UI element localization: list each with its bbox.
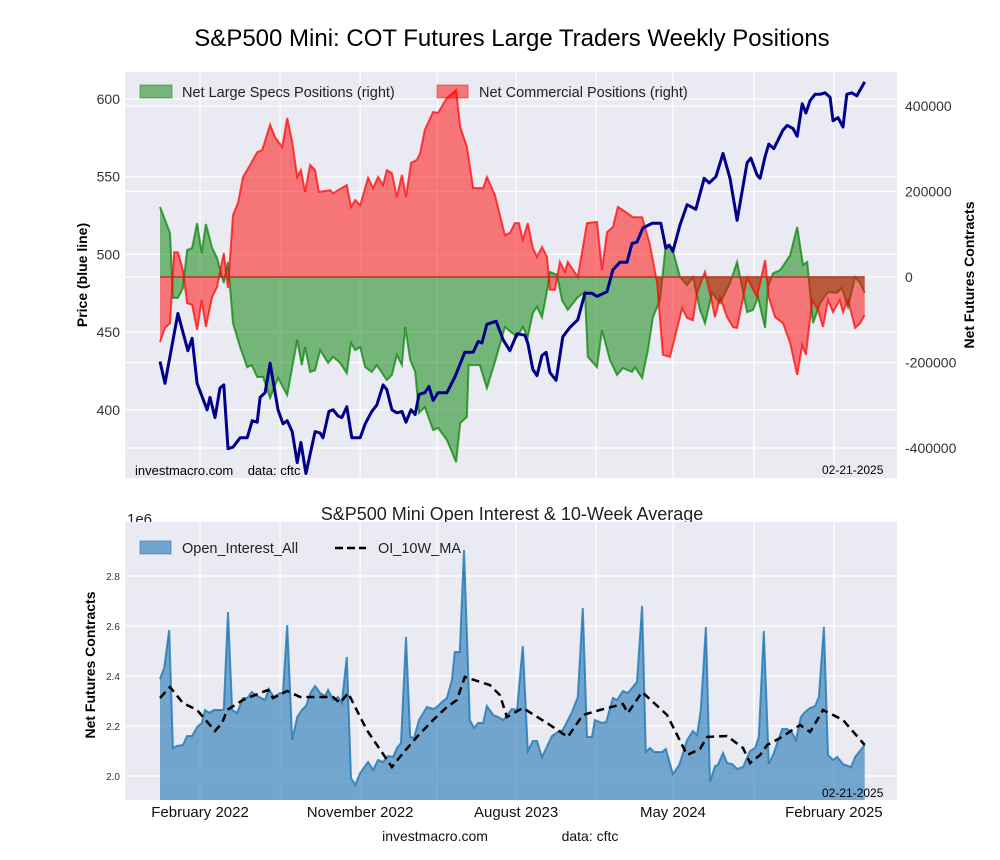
open-interest-area (160, 550, 865, 800)
bottom-date-annotation: 02-21-2025 (822, 786, 884, 800)
bottom-axis-label: Net Futures Contracts (82, 591, 98, 738)
x-tick-label: May 2024 (640, 804, 706, 821)
x-tick-label: February 2022 (151, 804, 249, 821)
main-title: S&P500 Mini: COT Futures Large Traders W… (194, 25, 829, 52)
top-ticks: 400 450 500 550 600 400000 200000 0 -200000 -4000… (97, 91, 957, 456)
bottom-marks (159, 549, 866, 800)
right-y-tick-label: -200000 (905, 355, 957, 371)
top-date-annotation: 02-21-2025 (822, 463, 884, 477)
left-y-tick-label: 500 (97, 246, 121, 262)
footer-source: data: cftc (562, 828, 619, 844)
left-y-tick-label: 600 (97, 91, 121, 107)
right-y-tick-label: -400000 (905, 440, 957, 456)
specs-area (160, 206, 865, 463)
right-y-tick-label: 400000 (905, 98, 952, 114)
x-tick-label: February 2025 (785, 804, 883, 821)
right-y-tick-label: 200000 (905, 184, 952, 200)
bottom-y-tick-label: 2.2 (106, 722, 120, 733)
bottom-ticks: 2.0 2.2 2.4 2.6 2.8 February 2022 November 202… (106, 572, 883, 821)
legend-label-commercial: Net Commercial Positions (right) (479, 85, 688, 101)
top-watermark: investmacro.com data: cftc (135, 463, 301, 478)
specs-line (159, 206, 866, 463)
legend-swatch-commercial (436, 84, 469, 99)
top-marks (158, 81, 867, 475)
price-line (158, 81, 867, 475)
top-right-axis-label: Net Futures Contracts (961, 201, 977, 348)
bottom-y-tick-label: 2.4 (106, 672, 120, 683)
left-y-tick-label: 450 (97, 324, 121, 340)
legend-label-ma: OI_10W_MA (378, 541, 461, 557)
bottom-y-tick-label: 2.6 (106, 622, 120, 633)
top-left-axis-label: Price (blue line) (74, 223, 90, 327)
commercial-line (159, 88, 866, 376)
left-y-tick-label: 400 (97, 402, 121, 418)
bottom-y-tick-label: 2.8 (106, 572, 120, 583)
x-tick-label: November 2022 (307, 804, 414, 821)
commercial-area (160, 90, 865, 375)
left-y-tick-label: 550 (97, 169, 121, 185)
bottom-title: S&P500 Mini Open Interest & 10-Week Aver… (321, 504, 704, 524)
legend-label-oi: Open_Interest_All (182, 541, 298, 557)
ma-10w-line (159, 675, 866, 770)
legend-label-specs: Net Large Specs Positions (right) (182, 85, 395, 101)
legend-swatch-specs (139, 84, 173, 99)
right-y-tick-label: 0 (905, 269, 913, 285)
bottom-y-tick-label: 2.0 (106, 772, 120, 783)
x-tick-label: August 2023 (474, 804, 558, 821)
footer-site: investmacro.com (382, 828, 488, 844)
legend-swatch-oi (139, 540, 172, 555)
